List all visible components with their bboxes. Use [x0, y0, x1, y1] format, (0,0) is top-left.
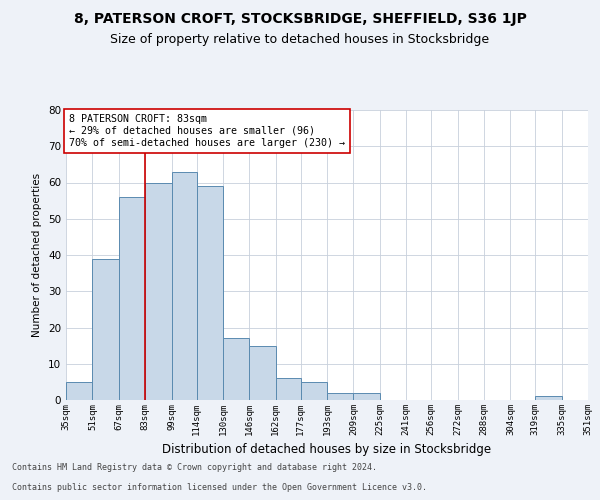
- Bar: [66, 382, 92, 400]
- Y-axis label: Number of detached properties: Number of detached properties: [32, 173, 43, 337]
- X-axis label: Distribution of detached houses by size in Stocksbridge: Distribution of detached houses by size …: [163, 444, 491, 456]
- Bar: [301, 382, 327, 400]
- Bar: [535, 396, 562, 400]
- Bar: [172, 172, 197, 400]
- Text: 8, PATERSON CROFT, STOCKSBRIDGE, SHEFFIELD, S36 1JP: 8, PATERSON CROFT, STOCKSBRIDGE, SHEFFIE…: [74, 12, 526, 26]
- Bar: [197, 186, 223, 400]
- Bar: [327, 393, 353, 400]
- Bar: [276, 378, 301, 400]
- Bar: [353, 393, 380, 400]
- Bar: [92, 258, 119, 400]
- Bar: [119, 197, 145, 400]
- Bar: [223, 338, 250, 400]
- Bar: [145, 182, 172, 400]
- Bar: [250, 346, 276, 400]
- Text: 8 PATERSON CROFT: 83sqm
← 29% of detached houses are smaller (96)
70% of semi-de: 8 PATERSON CROFT: 83sqm ← 29% of detache…: [68, 114, 344, 148]
- Text: Contains public sector information licensed under the Open Government Licence v3: Contains public sector information licen…: [12, 484, 427, 492]
- Text: Size of property relative to detached houses in Stocksbridge: Size of property relative to detached ho…: [110, 32, 490, 46]
- Text: Contains HM Land Registry data © Crown copyright and database right 2024.: Contains HM Land Registry data © Crown c…: [12, 464, 377, 472]
